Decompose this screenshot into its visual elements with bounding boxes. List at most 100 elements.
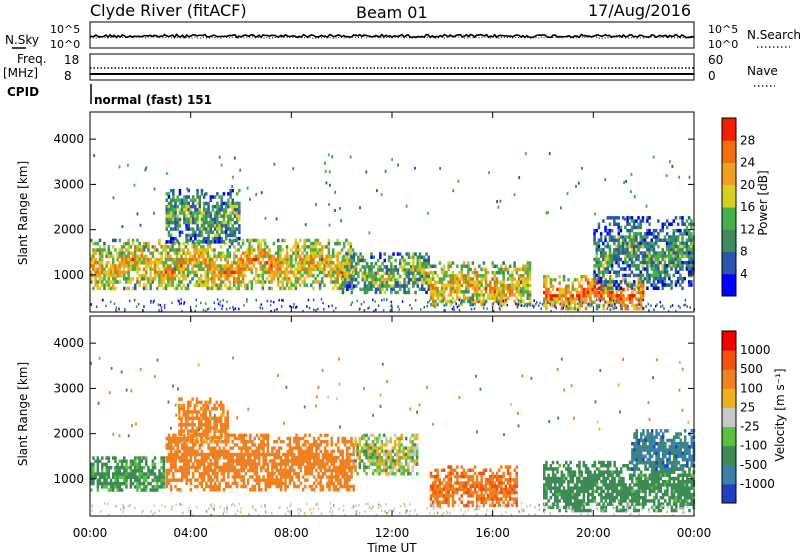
power-cell bbox=[292, 273, 295, 278]
power-cell bbox=[416, 277, 419, 282]
power-cell bbox=[361, 258, 364, 263]
power-cell bbox=[158, 280, 161, 284]
power-cell bbox=[107, 280, 111, 284]
power-cell bbox=[486, 270, 490, 275]
power-cell bbox=[348, 268, 351, 272]
power-cell bbox=[513, 277, 516, 281]
power-cell bbox=[321, 248, 324, 252]
vel-cell bbox=[238, 472, 241, 476]
power-cell bbox=[226, 248, 229, 252]
power-cell bbox=[506, 277, 510, 281]
power-cell bbox=[613, 303, 616, 306]
power-cell bbox=[171, 283, 174, 287]
power-cell bbox=[305, 273, 309, 278]
power-cell bbox=[431, 290, 435, 294]
power-cell bbox=[606, 294, 610, 298]
power-cell bbox=[332, 251, 335, 255]
power-cell bbox=[224, 241, 227, 246]
power-cell bbox=[657, 232, 660, 236]
power-cell bbox=[220, 214, 223, 218]
power-cell bbox=[244, 267, 247, 271]
power-cell bbox=[619, 251, 623, 255]
power-cell bbox=[134, 267, 137, 271]
vel-cell bbox=[337, 440, 340, 444]
power-cell bbox=[580, 290, 583, 295]
power-cell bbox=[167, 220, 171, 225]
power-cell bbox=[522, 277, 525, 281]
power-cell bbox=[92, 254, 95, 259]
power-cell bbox=[221, 304, 224, 308]
power-cell bbox=[560, 290, 564, 295]
power-cell bbox=[134, 283, 137, 287]
power-cell bbox=[136, 257, 139, 262]
power-cell bbox=[261, 270, 265, 275]
power-cell bbox=[582, 297, 586, 301]
power-cell bbox=[482, 274, 486, 278]
power-cell bbox=[661, 264, 664, 268]
power-cell bbox=[469, 267, 472, 272]
power-cell bbox=[333, 309, 335, 313]
power-cell bbox=[460, 283, 464, 288]
power-cell bbox=[420, 281, 424, 285]
vel-cell bbox=[275, 452, 278, 457]
power-cell bbox=[216, 211, 219, 215]
power-cell bbox=[379, 265, 382, 269]
power-cell bbox=[301, 245, 304, 249]
vel-cell bbox=[136, 465, 139, 470]
power-cell bbox=[109, 280, 113, 284]
power-cell bbox=[602, 264, 605, 268]
power-cell bbox=[147, 245, 150, 249]
power-cell bbox=[425, 258, 428, 263]
power-cell bbox=[648, 276, 651, 281]
power-cell bbox=[611, 290, 614, 295]
power-cell bbox=[429, 270, 433, 275]
power-cell bbox=[380, 193, 383, 196]
power-cell bbox=[354, 265, 358, 269]
power-cell bbox=[473, 286, 477, 291]
power-cell bbox=[643, 254, 647, 258]
power-cell bbox=[285, 273, 289, 278]
power-cell bbox=[235, 248, 238, 252]
power-cell bbox=[348, 281, 351, 285]
power-cell bbox=[409, 268, 413, 272]
vel-cell bbox=[251, 449, 254, 454]
vel-cell bbox=[196, 462, 199, 466]
power-cell bbox=[167, 217, 171, 222]
power-cell bbox=[279, 257, 282, 262]
power-cell bbox=[637, 244, 640, 249]
vel-cell bbox=[255, 472, 259, 476]
power-cell bbox=[482, 277, 486, 281]
power-cell bbox=[617, 251, 620, 255]
power-cell bbox=[173, 251, 177, 255]
vel-cell bbox=[186, 413, 190, 417]
power-cell bbox=[183, 301, 186, 304]
power-cell bbox=[160, 270, 163, 275]
power-cell bbox=[285, 270, 289, 275]
power-cell bbox=[200, 301, 202, 305]
power-cell bbox=[299, 257, 302, 262]
power-cell bbox=[105, 270, 108, 275]
power-cell bbox=[624, 217, 626, 221]
power-cell bbox=[194, 309, 196, 313]
power-cell bbox=[184, 261, 188, 265]
power-cell bbox=[290, 270, 293, 275]
power-cell bbox=[520, 293, 523, 297]
power-cell bbox=[296, 248, 300, 252]
power-cell bbox=[684, 303, 686, 306]
power-cell bbox=[183, 201, 186, 206]
power-cell bbox=[186, 273, 190, 278]
power-cell bbox=[604, 257, 607, 262]
power-cell bbox=[486, 293, 490, 297]
velocity-heatmap bbox=[90, 356, 696, 517]
power-cell bbox=[118, 251, 122, 255]
power-cell bbox=[343, 268, 347, 272]
power-cell bbox=[189, 261, 192, 265]
vel-cell bbox=[198, 472, 201, 476]
vel-cell bbox=[178, 416, 181, 421]
vel-cell bbox=[295, 475, 298, 479]
power-cell bbox=[595, 273, 598, 278]
power-cell bbox=[231, 217, 234, 222]
vel-cell bbox=[297, 449, 300, 454]
power-cell bbox=[635, 232, 638, 236]
power-cell bbox=[173, 270, 177, 275]
